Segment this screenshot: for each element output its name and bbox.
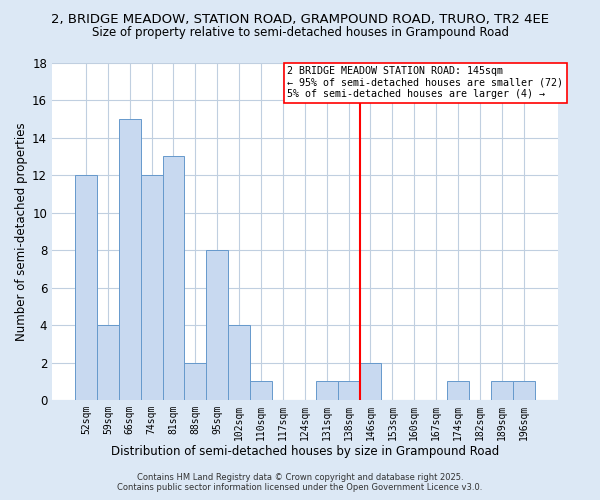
Text: 2, BRIDGE MEADOW, STATION ROAD, GRAMPOUND ROAD, TRURO, TR2 4EE: 2, BRIDGE MEADOW, STATION ROAD, GRAMPOUN… [51, 12, 549, 26]
Bar [140, 175, 163, 400]
Bar [163, 156, 184, 400]
Bar [75, 175, 97, 400]
Bar [206, 250, 228, 400]
Bar [491, 382, 513, 400]
Bar [316, 382, 338, 400]
X-axis label: Distribution of semi-detached houses by size in Grampound Road: Distribution of semi-detached houses by … [110, 444, 499, 458]
Bar [359, 362, 382, 400]
Bar [338, 382, 359, 400]
Text: Size of property relative to semi-detached houses in Grampound Road: Size of property relative to semi-detach… [91, 26, 509, 39]
Bar [250, 382, 272, 400]
Bar [97, 325, 119, 400]
Bar [119, 119, 140, 400]
Bar [513, 382, 535, 400]
Y-axis label: Number of semi-detached properties: Number of semi-detached properties [15, 122, 28, 340]
Bar [228, 325, 250, 400]
Bar [447, 382, 469, 400]
Text: Contains HM Land Registry data © Crown copyright and database right 2025.
Contai: Contains HM Land Registry data © Crown c… [118, 473, 482, 492]
Bar [184, 362, 206, 400]
Text: 2 BRIDGE MEADOW STATION ROAD: 145sqm
← 95% of semi-detached houses are smaller (: 2 BRIDGE MEADOW STATION ROAD: 145sqm ← 9… [287, 66, 563, 100]
